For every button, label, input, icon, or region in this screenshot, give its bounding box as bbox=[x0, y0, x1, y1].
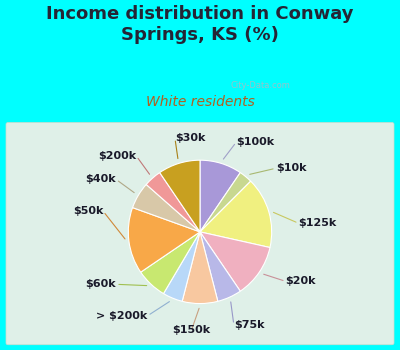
Wedge shape bbox=[200, 173, 251, 232]
Text: $10k: $10k bbox=[276, 163, 306, 173]
Text: City-Data.com: City-Data.com bbox=[230, 81, 290, 90]
Wedge shape bbox=[200, 232, 270, 291]
Text: $75k: $75k bbox=[234, 320, 264, 330]
Wedge shape bbox=[146, 173, 200, 232]
Wedge shape bbox=[200, 160, 240, 232]
Text: $60k: $60k bbox=[86, 279, 116, 289]
Text: $40k: $40k bbox=[86, 174, 116, 184]
Text: $30k: $30k bbox=[175, 133, 205, 143]
Wedge shape bbox=[200, 181, 272, 247]
Text: $20k: $20k bbox=[286, 276, 316, 286]
Wedge shape bbox=[200, 232, 240, 301]
Wedge shape bbox=[128, 208, 200, 272]
Text: $125k: $125k bbox=[298, 218, 337, 228]
Wedge shape bbox=[160, 160, 200, 232]
Text: $100k: $100k bbox=[236, 137, 274, 147]
Text: $150k: $150k bbox=[172, 326, 210, 335]
Wedge shape bbox=[182, 232, 218, 303]
Text: $50k: $50k bbox=[73, 206, 103, 216]
FancyBboxPatch shape bbox=[6, 122, 394, 345]
Text: White residents: White residents bbox=[146, 94, 254, 108]
Wedge shape bbox=[141, 232, 200, 294]
Text: $200k: $200k bbox=[98, 151, 136, 161]
Wedge shape bbox=[164, 232, 200, 301]
Text: > $200k: > $200k bbox=[96, 311, 148, 321]
Wedge shape bbox=[132, 184, 200, 232]
Text: Income distribution in Conway
Springs, KS (%): Income distribution in Conway Springs, K… bbox=[46, 5, 354, 44]
